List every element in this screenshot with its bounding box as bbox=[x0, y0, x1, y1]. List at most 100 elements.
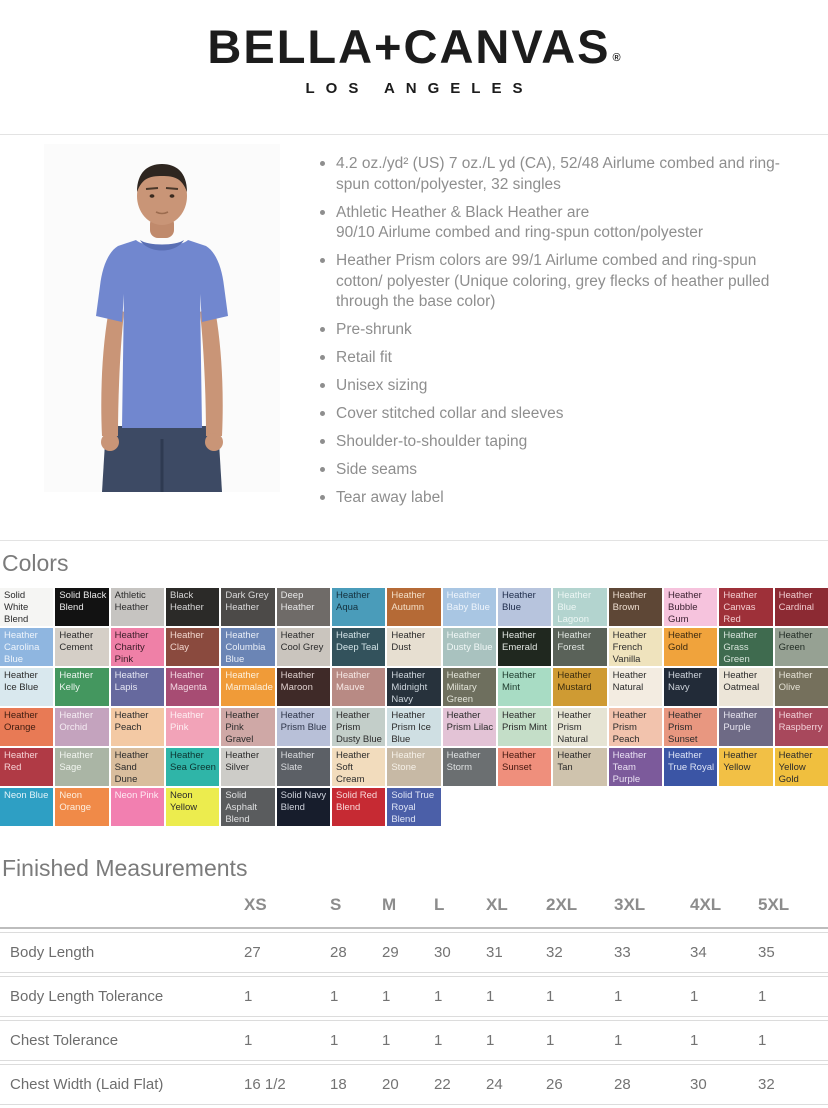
measurement-row-chest-tolerance: Chest Tolerance 1 1 1 1 1 1 1 1 1 bbox=[0, 1019, 828, 1061]
measurement-value: 1 bbox=[546, 1019, 614, 1061]
color-swatch-heather-mint: Heather Mint bbox=[497, 667, 552, 706]
product-bullet: Side seams bbox=[314, 460, 806, 480]
size-header-m: M bbox=[382, 889, 434, 929]
measurement-value: 1 bbox=[382, 975, 434, 1017]
product-bullet: Pre-shrunk bbox=[314, 320, 806, 340]
product-bullet: Heather Prism colors are 99/1 Airlume co… bbox=[314, 251, 806, 312]
color-swatch-heather-green: Heather Green bbox=[774, 627, 828, 666]
measurement-label: Chest Tolerance bbox=[0, 1019, 244, 1061]
color-swatch-heather-columbia-blue: Heather Columbia Blue bbox=[221, 627, 275, 666]
color-swatch-heather-storm: Heather Storm bbox=[442, 747, 496, 786]
measurement-value: 1 bbox=[244, 975, 330, 1017]
color-swatch-deep-heather: Deep Heather bbox=[276, 587, 330, 626]
color-swatch-heather-silver: Heather Silver bbox=[221, 747, 275, 786]
color-swatch-black-heather: Black Heather bbox=[165, 587, 220, 626]
color-swatch-heather-prism-dusty-blue: Heather Prism Dusty Blue bbox=[331, 707, 386, 746]
colors-heading: Colors bbox=[2, 549, 69, 576]
product-bullet: Tear away label bbox=[314, 488, 806, 508]
color-swatch-heather-prism-peach: Heather Prism Peach bbox=[608, 707, 662, 746]
product-section: 4.2 oz./yd² (US) 7 oz./L yd (CA), 52/48 … bbox=[0, 135, 828, 527]
color-swatch-heather-mauve: Heather Mauve bbox=[331, 667, 386, 706]
color-swatch-heather-peach: Heather Peach bbox=[110, 707, 164, 746]
color-swatch-heather-dust: Heather Dust bbox=[387, 627, 441, 666]
color-swatch-solid-black-blend: Solid Black Blend bbox=[55, 587, 109, 626]
color-row: Solid White Blend Solid Black Blend Athlet… bbox=[0, 587, 828, 626]
color-swatch-solid-navy-blend: Solid Navy Blend bbox=[276, 787, 330, 826]
color-swatch-heather-bubble-gum: Heather Bubble Gum bbox=[663, 587, 718, 626]
color-swatch-heather-sea-green: Heather Sea Green bbox=[165, 747, 220, 786]
measurement-value: 1 bbox=[758, 975, 828, 1017]
measurement-value: 24 bbox=[486, 1063, 546, 1105]
product-bullet: Unisex sizing bbox=[314, 376, 806, 396]
measurement-value: 1 bbox=[330, 1019, 382, 1061]
color-swatch-heather-lapis: Heather Lapis bbox=[110, 667, 164, 706]
measurement-value: 33 bbox=[614, 931, 690, 973]
measurement-value: 1 bbox=[614, 1019, 690, 1061]
measurement-value: 26 bbox=[546, 1063, 614, 1105]
product-photo bbox=[44, 144, 280, 493]
size-header-xl: XL bbox=[486, 889, 546, 929]
color-swatch-heather-prism-sunset: Heather Prism Sunset bbox=[663, 707, 718, 746]
measurement-value: 30 bbox=[434, 931, 486, 973]
color-swatch-solid-red-blend: Solid Red Blend bbox=[331, 787, 386, 826]
color-swatch-heather-prism-blue: Heather Prism Blue bbox=[276, 707, 330, 746]
measurement-value: 28 bbox=[614, 1063, 690, 1105]
color-swatch-dark-grey-heather: Dark Grey Heather bbox=[221, 587, 275, 626]
measurement-value: 1 bbox=[614, 975, 690, 1017]
size-header-5xl: 5XL bbox=[758, 889, 828, 929]
product-bullet: 4.2 oz./yd² (US) 7 oz./L yd (CA), 52/48 … bbox=[314, 154, 806, 195]
color-row: Neon Blue Neon Orange Neon Pink Neon Yellow… bbox=[0, 787, 828, 826]
measurement-value: 1 bbox=[486, 1019, 546, 1061]
color-swatch-athletic-heather: Athletic Heather bbox=[110, 587, 164, 626]
color-swatch-heather-oatmeal: Heather Oatmeal bbox=[719, 667, 773, 706]
color-swatch-heather-cardinal: Heather Cardinal bbox=[774, 587, 828, 626]
color-swatch-heather-magenta: Heather Magenta bbox=[165, 667, 220, 706]
color-swatch-heather-orchid: Heather Orchid bbox=[55, 707, 109, 746]
size-header-4xl: 4XL bbox=[690, 889, 758, 929]
measurement-value: 16 1/2 bbox=[244, 1063, 330, 1105]
color-swatch-grid: Solid White Blend Solid Black Blend Athlet… bbox=[0, 587, 828, 826]
color-swatch-heather-aqua: Heather Aqua bbox=[331, 587, 386, 626]
color-swatch-heather-orange: Heather Orange bbox=[0, 707, 54, 746]
registered-mark: ® bbox=[612, 52, 623, 64]
color-swatch-heather-prism-mint: Heather Prism Mint bbox=[497, 707, 552, 746]
size-header-xs: XS bbox=[244, 889, 330, 929]
color-swatch-heather-brown: Heather Brown bbox=[608, 587, 662, 626]
color-swatch-heather-blue-lagoon: Heather Blue Lagoon bbox=[553, 587, 607, 626]
size-header-3xl: 3XL bbox=[614, 889, 690, 929]
color-swatch-neon-pink: Neon Pink bbox=[110, 787, 164, 826]
color-swatch-heather-soft-cream: Heather Soft Cream bbox=[331, 747, 386, 786]
color-swatch-heather-cement: Heather Cement bbox=[55, 627, 109, 666]
measurement-value: 1 bbox=[546, 975, 614, 1017]
color-swatch-heather-sage: Heather Sage bbox=[55, 747, 109, 786]
measurement-value: 27 bbox=[244, 931, 330, 973]
color-swatch-heather-tan: Heather Tan bbox=[553, 747, 607, 786]
brand-logo: BELLA+CANVAS ® LOS ANGELES bbox=[0, 0, 828, 98]
divider-top bbox=[0, 134, 828, 136]
color-swatch-heather-prism-ice-blue: Heather Prism Ice Blue bbox=[387, 707, 441, 746]
measurement-value: 31 bbox=[486, 931, 546, 973]
measurement-value: 32 bbox=[546, 931, 614, 973]
color-swatch-heather-pink-gravel: Heather Pink Gravel bbox=[221, 707, 275, 746]
measurement-value: 1 bbox=[244, 1019, 330, 1061]
brand-text: BELLA+CANVAS bbox=[207, 20, 611, 73]
color-swatch-heather-true-royal: Heather True Royal bbox=[663, 747, 718, 786]
measurement-value: 1 bbox=[434, 1019, 486, 1061]
measurement-value: 30 bbox=[690, 1063, 758, 1105]
measurement-value: 1 bbox=[690, 975, 758, 1017]
measurement-value: 20 bbox=[382, 1063, 434, 1105]
color-swatch-heather-purple: Heather Purple bbox=[719, 707, 773, 746]
measurement-value: 28 bbox=[330, 931, 382, 973]
divider-colors bbox=[0, 539, 828, 541]
color-swatch-heather-autumn: Heather Autumn bbox=[387, 587, 441, 626]
color-swatch-heather-prism-lilac: Heather Prism Lilac bbox=[442, 707, 496, 746]
measurement-value: 1 bbox=[758, 1019, 828, 1061]
color-swatch-heather-raspberry: Heather Raspberry bbox=[774, 707, 828, 746]
size-header-s: S bbox=[330, 889, 382, 929]
measurement-row-body-length: Body Length 27 28 29 30 31 32 33 34 35 bbox=[0, 931, 828, 973]
size-header-spacer bbox=[0, 889, 244, 929]
product-bullet-list: 4.2 oz./yd² (US) 7 oz./L yd (CA), 52/48 … bbox=[314, 154, 806, 515]
color-swatch-heather-french-vanilla: Heather French Vanilla bbox=[608, 627, 662, 666]
size-header-2xl: 2XL bbox=[546, 889, 614, 929]
color-swatch-heather-slate: Heather Slate bbox=[276, 747, 330, 786]
